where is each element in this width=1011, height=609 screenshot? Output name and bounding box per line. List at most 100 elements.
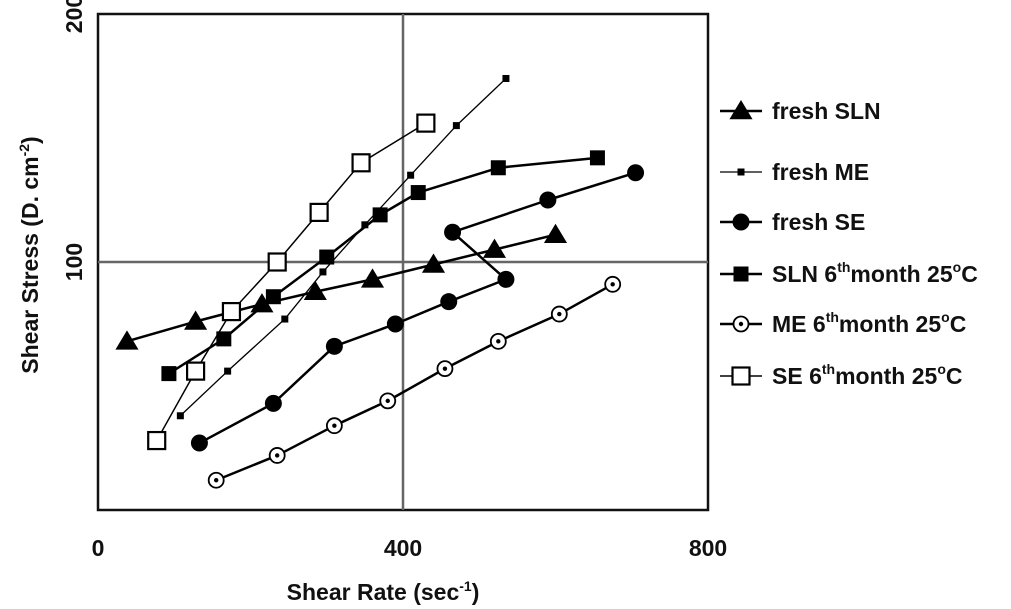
plot-area xyxy=(96,12,710,512)
legend-marker xyxy=(732,213,750,231)
data-point xyxy=(309,202,329,222)
legend-label-degree: o xyxy=(941,309,950,325)
data-point xyxy=(482,238,507,258)
x-axis-title-tail: ) xyxy=(472,579,480,605)
series-2 xyxy=(176,74,510,420)
legend-label: fresh ME xyxy=(772,159,869,185)
legend-label-main: fresh SLN xyxy=(772,98,881,124)
data-point xyxy=(421,253,446,273)
legend-item: fresh SLN xyxy=(720,98,881,124)
legend-label-degree: o xyxy=(937,361,946,377)
series-4 xyxy=(161,150,605,382)
x-axis-title-sup: -1 xyxy=(459,578,472,594)
data-point xyxy=(416,113,436,133)
legend-label-mid: month 25 xyxy=(835,363,937,389)
series-1 xyxy=(115,223,568,350)
y-axis-title-tail: ) xyxy=(17,136,43,144)
data-point xyxy=(452,122,460,130)
data-point xyxy=(281,315,289,323)
data-point xyxy=(436,360,454,378)
data-point xyxy=(379,392,397,410)
legend-item: SE 6thmonth 25oC xyxy=(720,361,963,389)
data-point xyxy=(161,366,177,382)
data-point xyxy=(303,280,327,301)
data-point xyxy=(351,153,371,173)
data-point xyxy=(221,302,242,322)
x-tick-labels: 0 400 800 xyxy=(92,535,728,561)
legend-item: ME 6thmonth 25oC xyxy=(720,309,966,337)
data-point xyxy=(490,160,506,176)
data-point xyxy=(410,185,426,201)
data-point xyxy=(539,191,557,209)
legend-label: ME 6thmonth 25oC xyxy=(772,309,966,337)
y-tick-label: 200 xyxy=(61,0,87,33)
legend-marker xyxy=(733,266,749,282)
legend-item: SLN 6thmonth 25oC xyxy=(720,259,978,287)
data-point xyxy=(186,361,206,381)
data-point xyxy=(265,289,281,305)
legend-item: fresh SE xyxy=(720,209,865,235)
data-point xyxy=(502,74,510,82)
x-tick-label: 400 xyxy=(384,535,422,561)
y-axis-title-sup: -2 xyxy=(16,144,32,157)
data-point xyxy=(550,305,568,323)
legend-item: fresh ME xyxy=(720,159,869,185)
series-3 xyxy=(190,164,645,452)
data-point xyxy=(147,430,167,451)
x-axis-title-main: Shear Rate (sec xyxy=(287,579,460,605)
legend-label-unit: C xyxy=(961,261,978,287)
data-point xyxy=(543,223,568,243)
data-point xyxy=(268,447,286,464)
legend-label-main: ME 6 xyxy=(772,311,826,337)
data-point xyxy=(115,330,139,350)
data-point xyxy=(319,249,335,265)
data-point xyxy=(216,331,232,347)
data-point xyxy=(604,275,622,293)
legend-label-unit: C xyxy=(950,311,967,337)
legend-label-sup: th xyxy=(837,259,850,275)
y-axis-title-main: Shear Stress (D. cm xyxy=(17,156,43,373)
data-point xyxy=(190,434,208,452)
data-point xyxy=(325,337,343,355)
x-tick-label: 0 xyxy=(92,535,105,561)
legend-label-mid: month 25 xyxy=(850,261,952,287)
legend-label: SE 6thmonth 25oC xyxy=(772,361,963,389)
data-point xyxy=(325,417,343,435)
data-point xyxy=(497,270,515,288)
legend-label-main: fresh ME xyxy=(772,159,869,185)
data-point xyxy=(386,315,404,333)
series-6 xyxy=(147,113,436,451)
y-tick-labels: 100 200 xyxy=(61,0,87,281)
legend-label: fresh SLN xyxy=(772,98,881,124)
legend-label-unit: C xyxy=(946,363,963,389)
data-point xyxy=(372,207,388,223)
legend-label-degree: o xyxy=(953,259,962,275)
legend-label: SLN 6thmonth 25oC xyxy=(772,259,978,287)
data-point xyxy=(407,171,415,179)
legend-label: fresh SE xyxy=(772,209,865,235)
data-point xyxy=(627,164,645,182)
gridlines xyxy=(98,14,708,510)
legend-label-main: fresh SE xyxy=(772,209,865,235)
series-5 xyxy=(207,275,622,489)
data-point xyxy=(264,394,282,412)
series-line xyxy=(179,78,507,417)
legend-label-main: SE 6 xyxy=(772,363,822,389)
series-line xyxy=(126,233,556,343)
legend-label-main: SLN 6 xyxy=(772,261,837,287)
data-point xyxy=(489,332,507,350)
data-point xyxy=(319,268,327,276)
data-point xyxy=(250,293,274,313)
y-axis-title: Shear Stress (D. cm-2) xyxy=(16,136,43,373)
legend-marker xyxy=(729,100,753,120)
legend-label-sup: th xyxy=(822,361,835,377)
data-point xyxy=(444,223,462,241)
series-layer xyxy=(115,74,645,489)
data-point xyxy=(360,268,385,288)
series-line xyxy=(168,156,598,375)
data-point xyxy=(361,221,369,229)
x-tick-label: 800 xyxy=(689,535,727,561)
data-point xyxy=(184,310,208,330)
legend-marker xyxy=(737,168,745,176)
